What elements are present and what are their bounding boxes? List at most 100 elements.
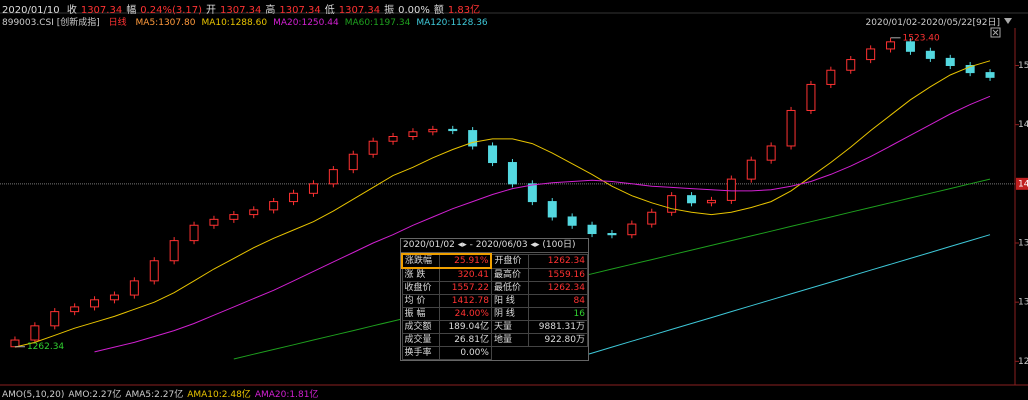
field-label: 额 <box>433 5 444 16</box>
candle-body <box>607 233 617 236</box>
field-label: 收 <box>66 5 77 16</box>
candle-body <box>527 183 537 203</box>
candle-body <box>70 306 80 313</box>
field-label: 高 <box>265 5 276 16</box>
field-value: 1307.34 <box>80 5 123 16</box>
candle-body <box>925 50 935 59</box>
footer-label: AMA5:2.27亿 <box>125 390 184 400</box>
footer-label: AMO:2.27亿 <box>68 390 122 400</box>
candle-body <box>547 201 557 218</box>
ma-label: MA60:1197.34 <box>344 18 411 28</box>
annotation: 1262.34 <box>27 342 64 352</box>
candle-body <box>229 214 239 220</box>
stat-cell: 1557.22 <box>438 281 492 295</box>
candle-body <box>627 223 637 236</box>
candle-body <box>587 224 597 235</box>
stat-row: 换手率 0.00% <box>401 346 588 360</box>
stat-cell: 84 <box>528 294 588 308</box>
stat-cell: 25.91% <box>438 253 493 269</box>
code: 899003.CSI [创新成指] <box>2 18 100 28</box>
stat-cell: 最高价 <box>490 267 530 282</box>
stat-cell: 9881.31万 <box>528 320 588 334</box>
ma-line <box>94 95 991 353</box>
candle-body <box>328 169 338 185</box>
candle-body <box>786 109 796 147</box>
candle-body <box>866 48 876 61</box>
ma-label: MA10:1288.60 <box>201 18 268 28</box>
panel-title: 2020/01/02 ◂▸ - 2020/06/03 ◂▸ (100日) <box>401 239 588 253</box>
stat-row: 涨 跌 320.41 最高价 1559.16 <box>401 267 588 282</box>
field-value: 1307.34 <box>338 5 381 16</box>
candle-body <box>90 299 100 308</box>
candle-body <box>567 216 577 226</box>
candle-body <box>905 41 915 52</box>
stat-cell: 1262.34 <box>528 281 588 295</box>
stat-row: 均 价 1412.78 阳 线 84 <box>401 294 588 308</box>
field-value: 1307.34 <box>279 5 321 16</box>
stat-table: 涨跌幅 25.91% 开盘价 1262.34 涨 跌 320.41 最高价 1559.16 收盘… <box>400 253 588 360</box>
y-tick-label: 15 <box>1018 61 1028 71</box>
stat-cell: 最低价 <box>490 281 530 295</box>
y-tick-label: 14 <box>1018 120 1028 130</box>
stat-row: 成交量 26.81亿 地量 922.80万 <box>401 333 588 347</box>
stat-row: 振 幅 24.00% 阴 线 16 <box>401 307 588 321</box>
stat-cell: 地量 <box>490 333 530 347</box>
candle-body <box>348 153 358 171</box>
stat-cell: 收盘价 <box>401 281 440 295</box>
ma-label: MA20:1250.44 <box>273 18 339 28</box>
range: 2020/01/02-2020/05/22[92日] <box>865 18 1000 28</box>
field-label: 幅 <box>126 5 137 16</box>
field-label: 低 <box>324 5 335 16</box>
footer: AMO(5,10,20) AMO:2.27亿 AMA5:2.27亿 AMA10:2.4… <box>2 387 322 400</box>
stat-cell: 189.04亿 <box>438 320 492 334</box>
y-tick-label: 12 <box>1018 357 1028 367</box>
candle-body <box>169 240 179 262</box>
stat-panel: 2020/01/02 ◂▸ - 2020/06/03 ◂▸ (100日) 涨跌幅… <box>400 238 589 361</box>
menu-icon[interactable] <box>1004 18 1012 24</box>
candle-body <box>766 145 776 161</box>
candle-body <box>507 162 517 185</box>
stat-cell: 成交量 <box>401 333 440 347</box>
candle-body <box>846 59 856 71</box>
candle-body <box>129 280 139 296</box>
period: 日线 <box>108 18 127 28</box>
stat-cell: 1412.78 <box>438 294 492 308</box>
candle-body <box>289 192 299 203</box>
stat-cell: 天量 <box>490 320 530 334</box>
stat-cell: 1559.16 <box>528 267 588 282</box>
footer-label: AMO(5,10,20) <box>2 390 65 400</box>
stat-row: 涨跌幅 25.91% 开盘价 1262.34 <box>400 253 588 269</box>
footer-label: AMA20:1.81亿 <box>254 390 319 400</box>
close-icon[interactable] <box>990 27 1001 38</box>
candle-body <box>30 325 40 341</box>
stat-cell: 换手率 <box>401 346 440 360</box>
stat-cell: 振 幅 <box>401 307 440 321</box>
field-value: 0.00% <box>398 5 430 16</box>
ma-line <box>233 178 991 360</box>
stat-cell: 开盘价 <box>490 253 530 269</box>
ma-line <box>14 60 991 348</box>
candle-body <box>488 145 498 164</box>
crosshair-tag <box>1016 177 1028 190</box>
candle-body <box>448 128 458 132</box>
candle-body <box>687 195 697 204</box>
candle-body <box>149 260 159 282</box>
candle-body <box>308 183 318 194</box>
date: 2020/01/10 <box>2 5 60 16</box>
stat-cell: 涨 跌 <box>401 267 440 282</box>
legend: 899003.CSI [创新成指] 日线 MA5:1307.80 MA10:128… <box>2 15 494 28</box>
stat-cell: 阳 线 <box>490 294 530 308</box>
stat-cell: 26.81亿 <box>438 333 492 347</box>
candle-body <box>667 195 677 213</box>
close-icon <box>992 29 999 36</box>
field-label: 振 <box>384 5 395 16</box>
crosshair-label: 14 <box>1018 179 1028 189</box>
stat-cell: 320.41 <box>438 267 492 282</box>
candle-body <box>408 131 418 137</box>
stat-row: 成交额 189.04亿 天量 9881.31万 <box>401 320 588 334</box>
field-value: 1307.34 <box>220 5 262 16</box>
stat-cell: 24.00% <box>438 307 492 321</box>
ma-line <box>571 234 991 360</box>
